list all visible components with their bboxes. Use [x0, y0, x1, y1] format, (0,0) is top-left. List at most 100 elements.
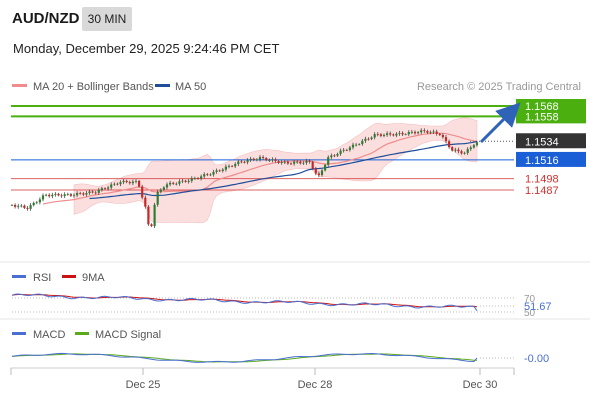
candle-body — [165, 184, 169, 188]
candle-body — [395, 133, 398, 136]
candle-body — [162, 187, 165, 190]
rsi-line — [11, 293, 478, 312]
candle-body — [20, 205, 23, 207]
moving-averages — [42, 132, 478, 205]
target-price-label: 1.1568 — [525, 101, 559, 113]
candle-body — [336, 153, 339, 156]
candle-body — [348, 147, 351, 151]
candle-body — [361, 140, 364, 145]
candle-body — [382, 134, 386, 136]
macd-legend-label: MACD — [33, 329, 65, 341]
x-tick-label: Dec 28 — [298, 379, 333, 391]
candle-body — [184, 180, 187, 182]
candle-body — [190, 178, 193, 181]
candle-body — [14, 205, 17, 207]
rsi-ma-line — [11, 294, 478, 308]
candle-body — [35, 202, 38, 204]
candle-body — [178, 181, 181, 184]
candle-body — [72, 195, 76, 196]
rsi-lines — [11, 293, 478, 312]
chart-header: AUD/NZD 30 MIN Monday, December 29, 2025… — [0, 0, 590, 75]
candle-body — [277, 161, 280, 163]
candle-body — [215, 170, 218, 172]
candle-body — [97, 189, 100, 193]
candle-body — [463, 152, 466, 154]
candle-body — [203, 174, 206, 177]
rsi-value-label: 51.67 — [524, 301, 552, 313]
candle-body — [327, 157, 330, 165]
candle-body — [305, 160, 308, 163]
candle-body — [51, 194, 54, 197]
candle-body — [107, 187, 110, 189]
candle-body — [141, 186, 144, 198]
candle-body — [435, 131, 438, 134]
candle-body — [367, 138, 370, 140]
pivot-label-box — [516, 151, 586, 167]
rsi-legend-label: RSI — [33, 272, 51, 284]
candle-body — [342, 149, 345, 151]
macd-lines — [11, 352, 478, 363]
x-tick-label: Dec 25 — [126, 379, 161, 391]
ma50-legend-swatch — [155, 84, 170, 87]
candle-body — [41, 195, 45, 200]
candle-body — [299, 161, 302, 164]
candle-body — [311, 161, 314, 169]
candle-body — [172, 182, 175, 184]
candle-body — [94, 192, 97, 194]
candle-body — [134, 180, 138, 182]
candle-body — [376, 134, 379, 135]
candle-body — [426, 130, 429, 133]
rsi-ma-legend-label: 9MA — [82, 272, 105, 284]
candle-body — [351, 144, 355, 148]
candle-body — [314, 168, 317, 174]
candle-body — [32, 202, 35, 206]
candle-body — [324, 164, 327, 171]
candle-body — [466, 149, 469, 153]
candle-body — [243, 161, 246, 163]
candle-body — [320, 170, 324, 176]
candle-body — [246, 160, 249, 163]
candle-body — [100, 188, 103, 190]
target-label-box — [516, 99, 586, 124]
rsi-ma-legend-swatch — [62, 275, 76, 278]
candle-body — [441, 134, 444, 138]
candle-body — [398, 132, 401, 134]
macd-signal-legend-swatch — [75, 332, 89, 335]
candle-body — [110, 184, 113, 188]
candle-body — [410, 131, 413, 133]
pivot-price-label: 1.1516 — [525, 155, 559, 167]
candle-body — [227, 165, 231, 167]
candle-body — [373, 134, 376, 138]
candle-body — [116, 183, 119, 185]
candle-body — [10, 205, 14, 206]
candle-body — [82, 193, 85, 195]
candle-body — [240, 161, 243, 163]
candle-body — [286, 161, 289, 164]
target-price-label: 1.1558 — [525, 111, 559, 123]
symbol-title: AUD/NZD — [12, 10, 80, 27]
projection-arrow — [479, 102, 521, 144]
candle-body — [169, 182, 172, 185]
candle-body — [57, 193, 60, 196]
candle-body — [308, 160, 311, 162]
macd-legend-swatch — [12, 332, 26, 335]
candle-body — [417, 132, 420, 134]
timeframe-button[interactable]: 30 MIN — [82, 7, 132, 31]
candle-body — [404, 134, 407, 136]
candle-body — [472, 145, 475, 148]
candle-body — [181, 180, 184, 182]
rsi-tick-50: 50 — [524, 308, 536, 319]
candle-body — [252, 158, 255, 160]
candle-body — [423, 130, 426, 132]
candle-body — [63, 194, 66, 197]
support-price-label: 1.1487 — [525, 185, 559, 197]
candle-body — [255, 159, 258, 161]
x-axis: Dec 25 Dec 28 Dec 30 — [10, 367, 515, 391]
candle-body — [221, 169, 224, 171]
macd-line — [11, 352, 478, 363]
candle-body — [60, 195, 63, 197]
candle-body — [271, 159, 274, 161]
candle-body — [224, 166, 227, 170]
